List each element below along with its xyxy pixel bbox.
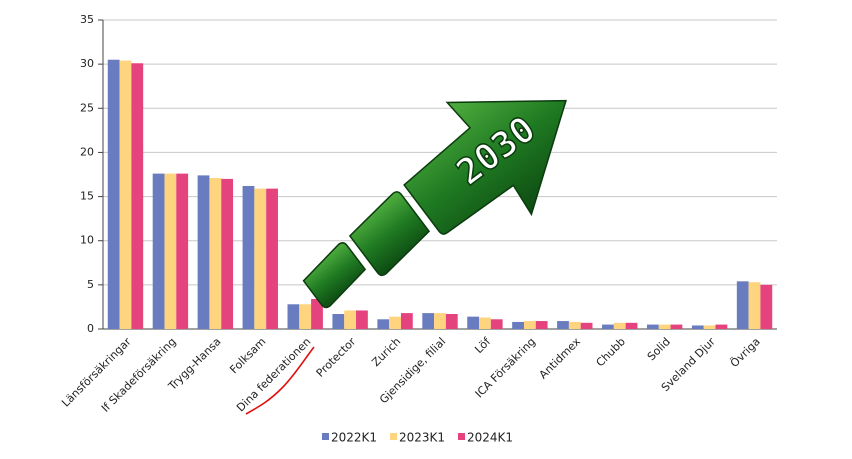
- x-tick-label: Löf: [472, 334, 494, 356]
- legend-label: 2023K1: [399, 431, 445, 445]
- x-tick-label: Solid: [645, 335, 673, 363]
- x-tick-label: Dina federationen: [234, 335, 313, 414]
- y-tick-label: 35: [80, 13, 94, 26]
- bar: [670, 324, 683, 329]
- bar: [736, 281, 749, 329]
- bar: [107, 59, 120, 329]
- legend-swatch: [458, 433, 465, 440]
- bar: [512, 321, 524, 329]
- bar: [152, 173, 165, 329]
- bar: [197, 175, 210, 329]
- bar: [703, 325, 716, 329]
- underline-scribble: [245, 346, 315, 415]
- bar: [715, 324, 728, 329]
- bar: [287, 304, 300, 329]
- bar: [535, 321, 548, 329]
- bar: [748, 282, 761, 329]
- x-tick-label: Protector: [314, 335, 359, 380]
- arrow-head: [403, 99, 567, 235]
- bar: [209, 178, 222, 329]
- x-tick-label: If Skadeförsäkring: [99, 335, 179, 415]
- bar: [299, 304, 312, 329]
- bar: [691, 325, 704, 329]
- y-tick-label: 20: [80, 145, 94, 158]
- bar: [646, 324, 659, 329]
- arrow-graphic: 2030: [302, 99, 567, 309]
- bar: [602, 324, 614, 329]
- x-tick-label: Zurich: [369, 335, 403, 369]
- y-tick-label: 30: [80, 57, 94, 70]
- y-tick-label: 25: [80, 101, 94, 114]
- x-tick-label: Antidmex: [537, 335, 584, 382]
- bar: [131, 63, 144, 329]
- bar: [119, 60, 132, 330]
- bar: [377, 319, 390, 329]
- bar: [434, 313, 446, 329]
- arrow-segment: [348, 191, 431, 277]
- x-tick-label: Övriga: [728, 335, 763, 370]
- bar: [400, 313, 413, 329]
- bar: [242, 185, 255, 329]
- bar: [490, 319, 503, 329]
- bar: [164, 173, 177, 329]
- bar: [523, 321, 536, 329]
- bar: [580, 322, 593, 329]
- bar: [344, 310, 357, 329]
- y-tick-label: 15: [80, 190, 94, 203]
- bar: [176, 173, 189, 329]
- bar: [332, 313, 345, 329]
- legend-label: 2024K1: [467, 431, 513, 445]
- y-tick-label: 5: [87, 278, 94, 291]
- bar: [479, 317, 491, 329]
- bar: [266, 188, 278, 329]
- bar: [311, 298, 323, 329]
- bar: [557, 321, 569, 329]
- bar: [467, 316, 480, 329]
- x-tick-label: Chubb: [594, 335, 628, 369]
- bar: [625, 322, 638, 329]
- bar: [422, 313, 435, 329]
- bar: [568, 321, 581, 329]
- legend-swatch: [322, 433, 329, 440]
- bar: [658, 324, 671, 329]
- bar: [221, 178, 234, 329]
- bar: [613, 322, 626, 329]
- y-tick-label: 0: [87, 322, 94, 335]
- y-tick-label: 10: [80, 234, 94, 247]
- arrow-segment: [302, 242, 367, 309]
- bar: [254, 188, 267, 329]
- bar: [356, 310, 368, 329]
- bar: [445, 313, 458, 329]
- bar: [760, 284, 773, 329]
- x-tick-label: Folksam: [227, 335, 268, 376]
- legend-swatch: [390, 433, 397, 440]
- bar: [389, 316, 401, 329]
- legend-label: 2022K1: [331, 431, 377, 445]
